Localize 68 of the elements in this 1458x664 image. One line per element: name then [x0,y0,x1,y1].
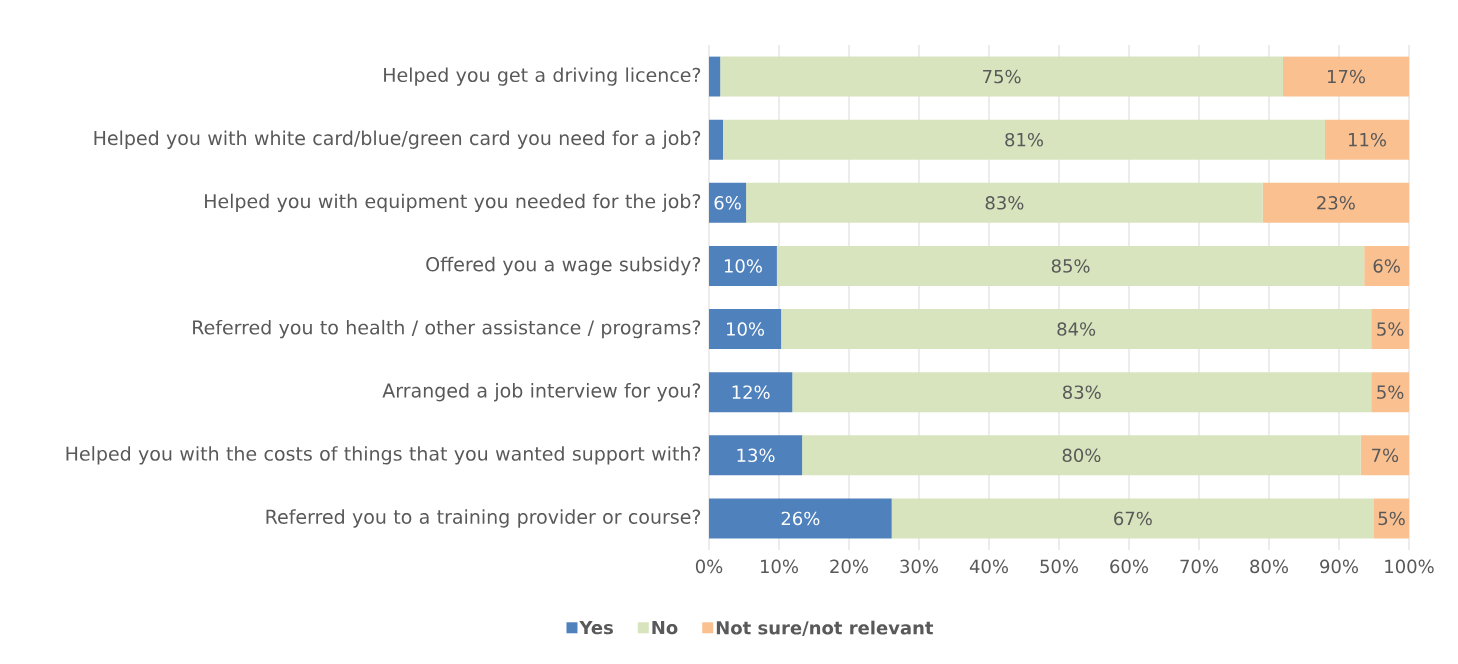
bar [709,56,721,97]
bar [709,372,793,413]
annotation: 10% [724,259,762,273]
bar [1262,182,1410,223]
bar [709,309,782,350]
x-tick-label: 90% [1320,559,1359,574]
legend-label: Not sure/not relevant [716,620,934,637]
annotation: 5% [1378,511,1405,526]
x-tick-label: 80% [1250,559,1289,574]
annotation: 7% [1372,448,1399,463]
bar [781,309,1372,350]
bar [1283,56,1410,97]
bar [776,245,1365,286]
y-tick-label: Helped you with equipment you needed for the job? [205,193,701,213]
y-tick-label: Helped you with white card/blue/green card you need for a job? [94,130,701,149]
bar [802,435,1361,476]
y-tick-label: Arranged a job interview for you? [382,383,701,402]
bar [1364,245,1410,286]
x-tick-label: 30% [900,559,938,574]
annotation: 5% [1377,385,1404,399]
annotation: 83% [1062,385,1101,399]
bar [723,119,1326,160]
x-tick-label: 100% [1385,559,1434,574]
y-tick-label: Helped you with the costs of things that you wanted support with? [66,446,701,465]
annotation: 6% [714,196,741,210]
annotation: 13% [737,448,775,463]
x-tick-label: 70% [1180,559,1219,574]
annotation: 23% [1317,196,1355,210]
annotation: 26% [781,511,820,526]
bar [792,372,1372,413]
y-tick-label: Referred you to a training provider or course? [266,509,701,528]
bar [891,498,1375,539]
x-tick-label: 60% [1110,559,1149,574]
annotation: 84% [1057,322,1096,336]
bar [709,435,803,476]
legend-label: Yes [579,620,613,635]
bar [746,182,1263,223]
bar [709,245,777,286]
bar [720,56,1284,97]
legend-label: No [652,620,678,635]
annotation: 80% [1062,448,1101,463]
bar [1371,372,1410,413]
x-tick-label: 10% [760,559,798,574]
bar [709,182,747,223]
x-tick-label: 20% [830,559,868,574]
annotation: 6% [1373,259,1400,273]
y-tick-label: Helped you get a driving licence? [384,67,701,86]
annotation: 75% [983,69,1021,84]
x-tick-label: 50% [1040,559,1078,574]
bar [1371,309,1410,350]
annotation: 11% [1348,132,1387,147]
annotation: 81% [1005,132,1044,147]
annotation: 5% [1377,322,1404,336]
x-tick-label: 40% [969,559,1008,574]
y-tick-label: Offered you a wage subsidy? [426,256,701,276]
bar [1374,498,1410,539]
bar [1325,119,1410,160]
annotation: 12% [732,385,770,399]
annotation: 17% [1327,69,1366,84]
annotation: 10% [727,322,765,336]
bar [709,119,723,160]
annotation: 83% [985,196,1024,210]
bar [1360,435,1410,476]
bar [709,498,892,539]
annotation: 67% [1114,511,1152,526]
y-tick-label: Referred you to health / other assistance / programs? [193,319,701,339]
annotation: 85% [1051,259,1090,273]
x-tick-label: 0% [695,559,723,574]
